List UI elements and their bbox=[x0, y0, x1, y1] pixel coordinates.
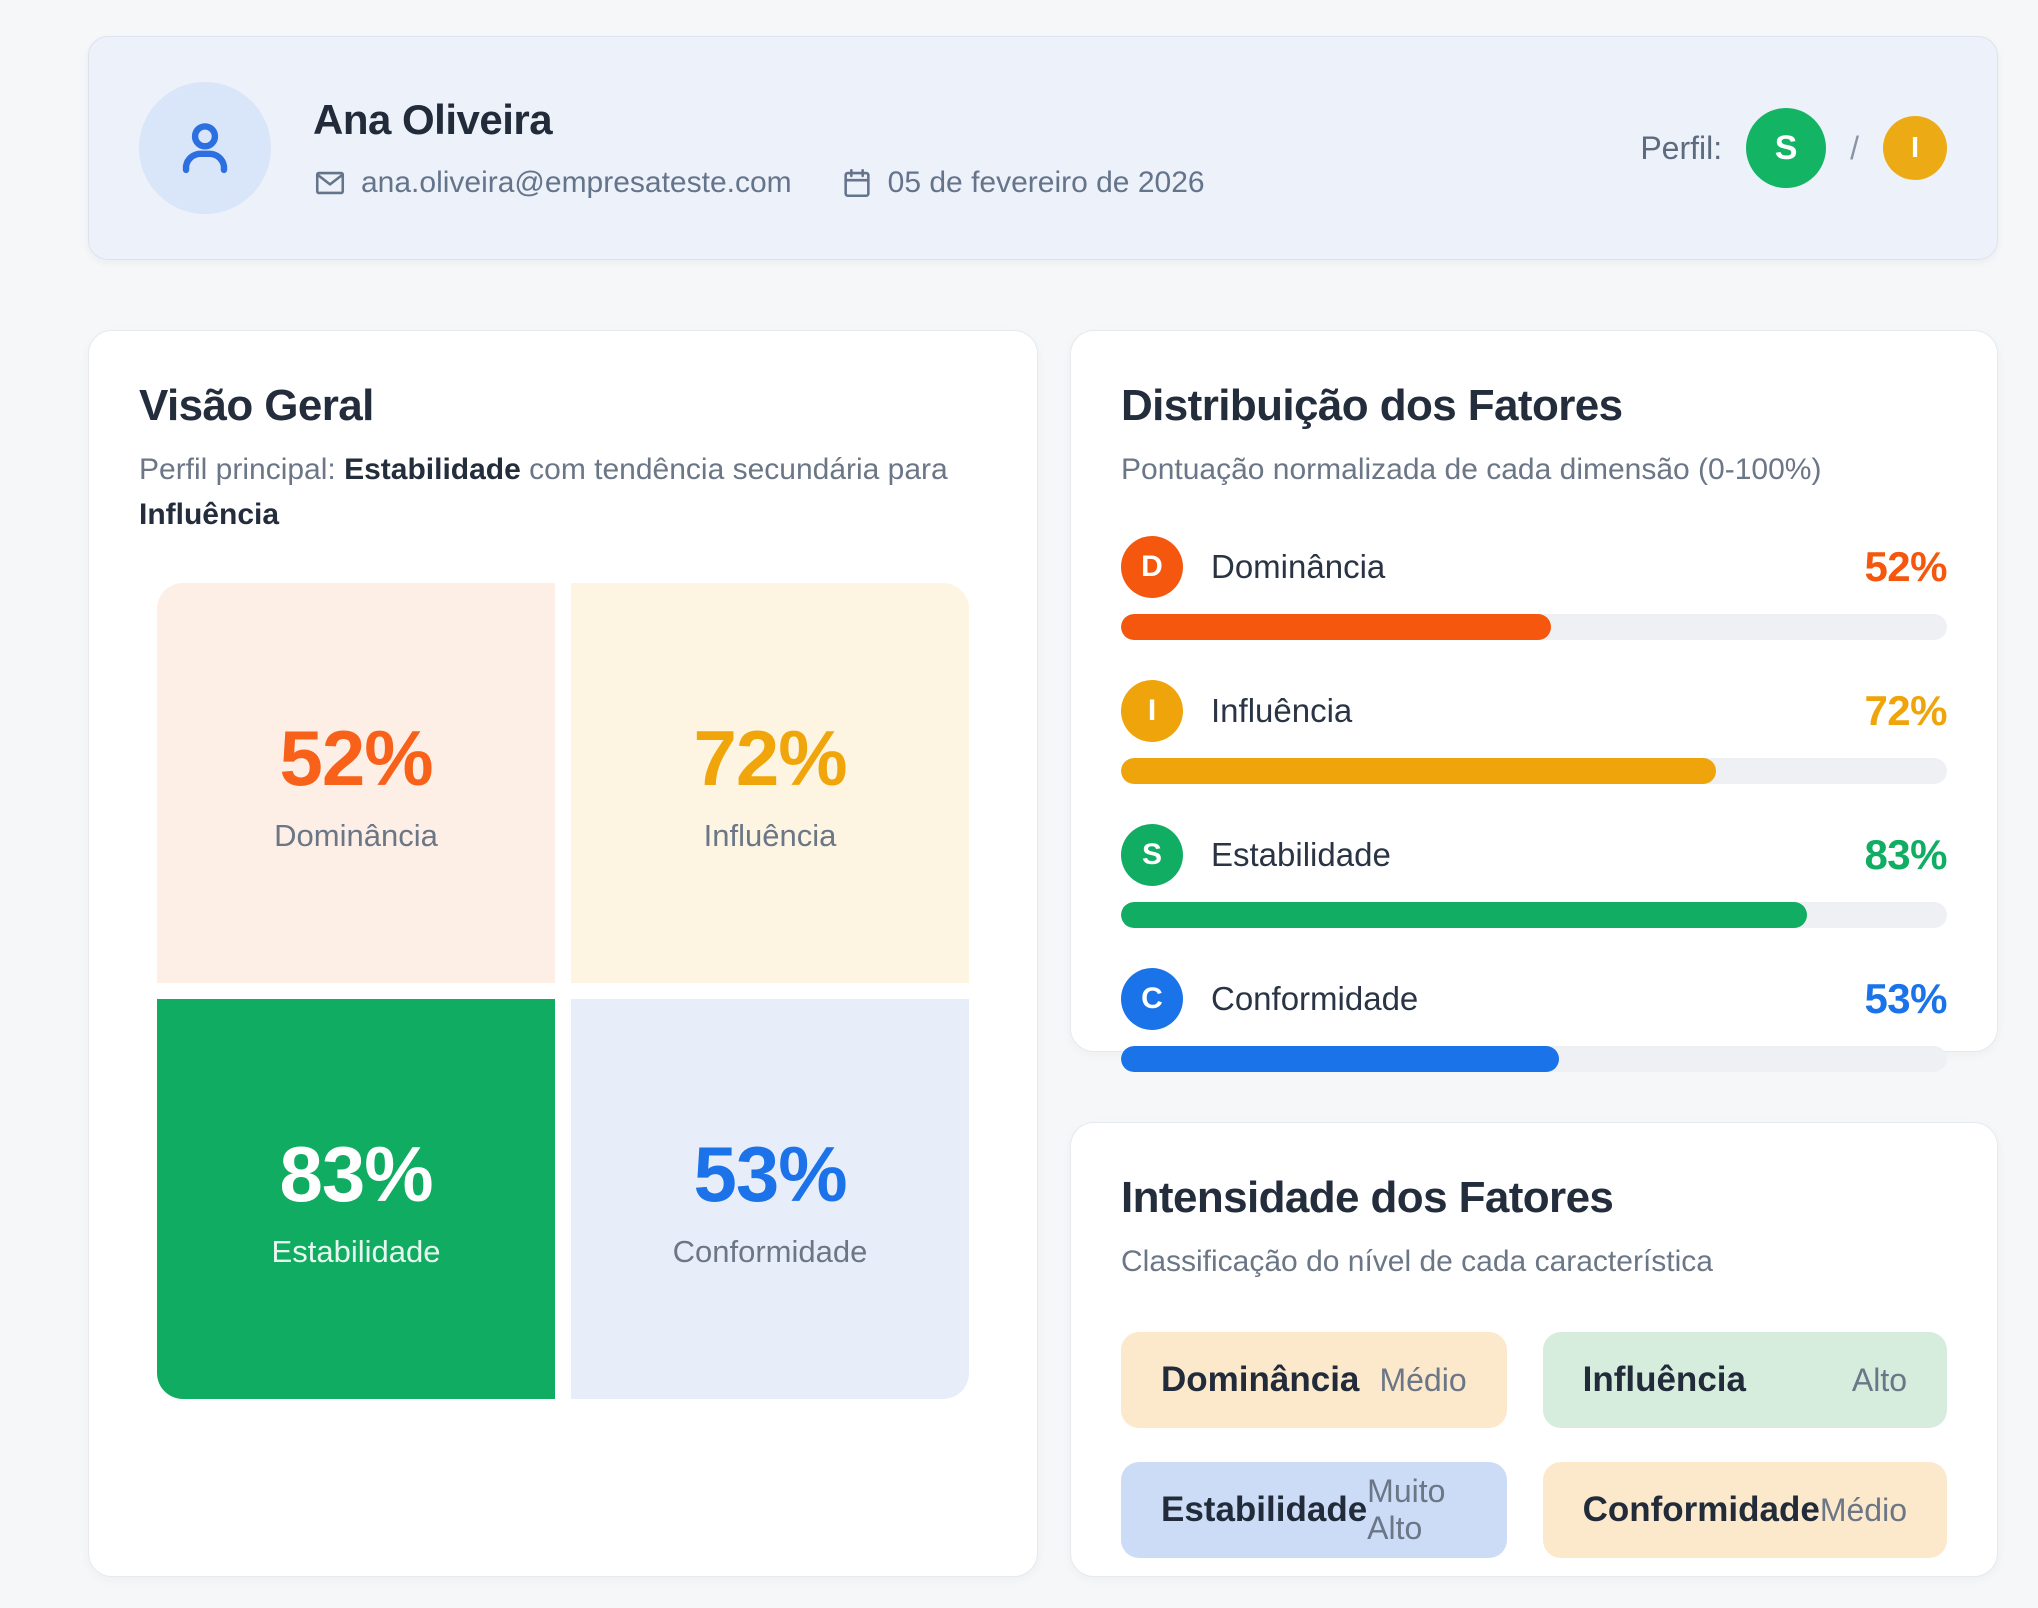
person-info: Ana Oliveira ana.oliveira@empresateste.c… bbox=[313, 96, 1205, 200]
factor-value: 52% bbox=[1864, 543, 1947, 590]
quadrant-label: Dominância bbox=[274, 817, 438, 853]
factor-value: 72% bbox=[1864, 687, 1947, 734]
progress-track bbox=[1121, 614, 1947, 640]
chip-label: Dominância bbox=[1161, 1360, 1360, 1399]
progress-track bbox=[1121, 758, 1947, 784]
intensity-title: Intensidade dos Fatores bbox=[1121, 1173, 1614, 1222]
progress-fill bbox=[1121, 758, 1716, 784]
factor-label: Estabilidade bbox=[1211, 836, 1391, 873]
factor-badge-s: S bbox=[1121, 824, 1183, 886]
profile-header-card: Ana Oliveira ana.oliveira@empresateste.c… bbox=[88, 36, 1998, 260]
quadrant-grid: 52% Dominância 72% Influência 83% Estabi… bbox=[157, 583, 969, 1399]
quadrant-value: 72% bbox=[693, 713, 847, 802]
progress-track bbox=[1121, 1046, 1947, 1072]
chip-influencia: Influência Alto bbox=[1542, 1332, 1947, 1428]
mail-icon bbox=[315, 171, 345, 195]
contact-row: ana.oliveira@empresateste.com 05 de feve… bbox=[313, 166, 1205, 200]
secondary-profile-name: Influência bbox=[139, 498, 280, 531]
subtitle-prefix: Perfil principal: bbox=[139, 453, 345, 486]
distribution-card: Distribuição dos Fatores Pontuação norma… bbox=[1070, 330, 1998, 1072]
factor-list: D Dominância 52% I Influência 72% S Esta… bbox=[1121, 536, 1947, 1072]
intensity-chip-grid: Dominância Médio Influência Alto Estabil… bbox=[1121, 1332, 1947, 1558]
email-item: ana.oliveira@empresateste.com bbox=[313, 166, 792, 200]
quadrant-value: 52% bbox=[279, 713, 433, 802]
chip-dominancia: Dominância Médio bbox=[1121, 1332, 1507, 1428]
progress-track bbox=[1121, 902, 1947, 928]
chip-level: Médio bbox=[1819, 1491, 1907, 1528]
factor-value: 53% bbox=[1864, 975, 1947, 1022]
profile-separator: / bbox=[1850, 129, 1859, 166]
factor-head: C Conformidade 53% bbox=[1121, 968, 1947, 1030]
quadrant-label: Influência bbox=[703, 817, 837, 853]
factor-head: S Estabilidade 83% bbox=[1121, 824, 1947, 886]
quadrant-label: Estabilidade bbox=[271, 1233, 441, 1269]
factor-badge-c: C bbox=[1121, 968, 1183, 1030]
user-icon bbox=[182, 123, 228, 174]
primary-profile-badge: S bbox=[1746, 108, 1827, 188]
progress-fill bbox=[1121, 1046, 1559, 1072]
factor-head: I Influência 72% bbox=[1121, 680, 1947, 742]
quadrant-influencia: 72% Influência bbox=[571, 583, 969, 983]
distribution-title: Distribuição dos Fatores bbox=[1121, 381, 1623, 430]
secondary-profile-badge: I bbox=[1883, 116, 1947, 180]
distribution-subtitle: Pontuação normalizada de cada dimensão (… bbox=[1121, 453, 1822, 486]
profile-label: Perfil: bbox=[1640, 129, 1723, 166]
factor-head: D Dominância 52% bbox=[1121, 536, 1947, 598]
chip-level: Médio bbox=[1379, 1361, 1467, 1398]
chip-estabilidade: Estabilidade Muito Alto bbox=[1121, 1462, 1507, 1558]
quadrant-estabilidade: 83% Estabilidade bbox=[157, 999, 555, 1399]
progress-fill bbox=[1121, 614, 1551, 640]
factor-badge-d: D bbox=[1121, 536, 1183, 598]
chip-label: Estabilidade bbox=[1161, 1490, 1368, 1529]
subtitle-middle: com tendência secundária para bbox=[520, 453, 948, 486]
quadrant-label: Conformidade bbox=[672, 1233, 868, 1269]
factor-row-dominancia: D Dominância 52% bbox=[1121, 536, 1947, 640]
factor-row-estabilidade: S Estabilidade 83% bbox=[1121, 824, 1947, 928]
overview-title: Visão Geral bbox=[139, 381, 374, 430]
overview-subtitle: Perfil principal: Estabilidade com tendê… bbox=[139, 447, 987, 537]
profile-summary: Perfil: S / I bbox=[1640, 108, 1947, 188]
primary-profile-name: Estabilidade bbox=[344, 453, 521, 486]
quadrant-value: 83% bbox=[279, 1129, 433, 1218]
factor-row-conformidade: C Conformidade 53% bbox=[1121, 968, 1947, 1072]
date-item: 05 de fevereiro de 2026 bbox=[840, 166, 1205, 200]
quadrant-value: 53% bbox=[693, 1129, 847, 1218]
factor-label: Influência bbox=[1211, 692, 1353, 729]
chip-label: Conformidade bbox=[1582, 1490, 1820, 1529]
factor-label: Dominância bbox=[1211, 548, 1386, 585]
progress-fill bbox=[1121, 902, 1807, 928]
factor-value: 83% bbox=[1864, 831, 1947, 878]
quadrant-conformidade: 53% Conformidade bbox=[571, 999, 969, 1399]
intensity-subtitle: Classificação do nível de cada caracterí… bbox=[1121, 1245, 1713, 1278]
intensity-card: Intensidade dos Fatores Classificação do… bbox=[1070, 1122, 1998, 1577]
chip-level: Muito Alto bbox=[1367, 1473, 1446, 1546]
calendar-icon bbox=[844, 168, 870, 198]
factor-label: Conformidade bbox=[1211, 980, 1419, 1017]
factor-badge-i: I bbox=[1121, 680, 1183, 742]
chip-label: Influência bbox=[1582, 1360, 1746, 1399]
overview-card: Visão Geral Perfil principal: Estabilida… bbox=[88, 330, 1038, 1577]
quadrant-dominancia: 52% Dominância bbox=[157, 583, 555, 983]
avatar bbox=[139, 82, 271, 214]
factor-row-influencia: I Influência 72% bbox=[1121, 680, 1947, 784]
chip-conformidade: Conformidade Médio bbox=[1542, 1462, 1947, 1558]
chip-level: Alto bbox=[1851, 1361, 1907, 1398]
person-name: Ana Oliveira bbox=[313, 96, 553, 143]
email-text: ana.oliveira@empresateste.com bbox=[361, 166, 792, 199]
date-text: 05 de fevereiro de 2026 bbox=[887, 166, 1205, 199]
